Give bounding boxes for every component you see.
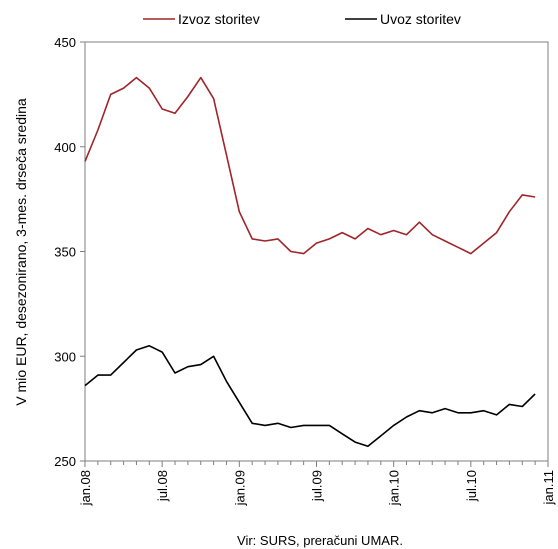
plot-frame [84, 41, 549, 462]
legend-label-izvoz: Izvoz storitev [178, 11, 260, 27]
series-line-uvoz [84, 344, 536, 448]
legend: Izvoz storitev Uvoz storitev [143, 11, 461, 27]
y-tick-label-300: 300 [54, 349, 76, 364]
x-tick-label-1: jul.08 [155, 470, 170, 502]
y-tick-label-400: 400 [54, 140, 76, 155]
y-tick-label-250: 250 [54, 454, 76, 469]
y-tick-label-350: 350 [54, 245, 76, 260]
plot-area: 250 300 350 400 450 jan.08 jul.08 jan.09 jul.09 j… [54, 35, 556, 506]
legend-label-uvoz: Uvoz storitev [380, 11, 461, 27]
x-tick-label-3: jul.09 [310, 470, 325, 502]
x-tick-label-0: jan.08 [78, 470, 93, 506]
x-tick-label-2: jan.09 [232, 470, 247, 506]
y-tick-label-450: 450 [54, 35, 76, 50]
series-line-izvoz [84, 76, 536, 255]
y-axis-title: V mio EUR, desezonirano, 3-mes. drseča s… [13, 98, 29, 406]
x-tick-label-5: jul.10 [464, 470, 479, 502]
source-note: Vir: SURS, preračuni UMAR. [237, 533, 403, 548]
x-tick-label-6: jan.11 [541, 470, 556, 505]
x-tick-label-4: jan.10 [387, 470, 402, 506]
